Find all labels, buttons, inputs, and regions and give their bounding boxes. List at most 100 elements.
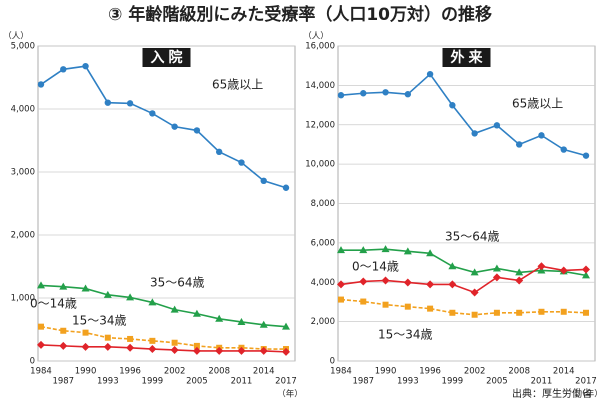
series-line xyxy=(40,284,287,328)
x-tick-label: 1996 xyxy=(119,367,141,377)
point xyxy=(237,317,246,325)
x-tick-label: 2005 xyxy=(186,377,208,387)
point xyxy=(515,268,524,276)
series-label: 15～34歳 xyxy=(378,328,433,342)
series-label: 0～14歳 xyxy=(352,260,399,274)
point xyxy=(149,110,156,117)
x-tick-label: 1984 xyxy=(330,367,352,377)
point xyxy=(170,345,179,354)
point xyxy=(403,247,412,255)
point xyxy=(538,308,545,315)
point xyxy=(282,322,290,330)
series-line xyxy=(340,298,587,316)
point xyxy=(493,309,500,316)
series-line xyxy=(40,325,286,350)
point xyxy=(37,340,45,349)
point xyxy=(237,346,246,355)
series-label: 35～64歳 xyxy=(150,276,205,290)
point xyxy=(149,337,156,344)
x-tick-label: 1987 xyxy=(352,377,374,387)
x-tick-label: 2014 xyxy=(253,367,275,377)
point xyxy=(492,273,501,282)
point xyxy=(492,264,501,272)
point xyxy=(126,343,135,352)
series-line xyxy=(340,72,587,157)
x-tick-label: 1993 xyxy=(97,377,119,387)
series-label: 15～34歳 xyxy=(72,314,127,328)
point xyxy=(538,132,545,139)
point xyxy=(471,311,478,318)
x-tick-label: 2017 xyxy=(275,377,297,387)
panel-title: 外来 xyxy=(451,49,487,66)
point xyxy=(126,100,134,107)
point xyxy=(426,249,435,257)
x-tick-label: 2008 xyxy=(208,367,230,377)
y-tick-label: 5,000 xyxy=(11,42,35,52)
series-line xyxy=(40,344,287,353)
point xyxy=(81,284,90,292)
point xyxy=(470,268,479,276)
x-tick-label: 1999 xyxy=(142,377,164,387)
y-tick-label: 0 xyxy=(30,357,35,367)
point xyxy=(404,303,411,310)
source: 出典：厚生労働省 xyxy=(512,387,592,400)
x-tick-label: 2017 xyxy=(575,377,597,387)
point xyxy=(192,346,201,355)
point xyxy=(426,280,435,289)
series-label: 65歳以上 xyxy=(212,78,263,92)
point xyxy=(427,305,434,312)
x-tick-label: 1999 xyxy=(442,377,464,387)
point xyxy=(381,276,390,285)
x-tick-label: 1990 xyxy=(375,367,397,377)
point xyxy=(360,298,367,305)
point xyxy=(103,342,112,351)
point xyxy=(582,271,590,279)
x-tick-label: 1993 xyxy=(397,377,419,387)
point xyxy=(282,347,290,356)
point xyxy=(171,339,178,346)
point xyxy=(37,281,45,289)
y-tick-label: 2,000 xyxy=(11,231,35,241)
x-tick-label: 2002 xyxy=(164,367,186,377)
point xyxy=(337,92,345,99)
panel-title-box xyxy=(442,48,491,67)
point xyxy=(537,262,546,271)
panel-title-box xyxy=(142,48,191,67)
point xyxy=(471,130,478,137)
panel-title: 入院 xyxy=(151,49,187,66)
x-tick-label: 1996 xyxy=(419,367,441,377)
point xyxy=(515,276,524,285)
point xyxy=(104,334,111,341)
point xyxy=(583,309,589,316)
point xyxy=(38,323,44,330)
point xyxy=(449,102,456,109)
series-line xyxy=(40,65,287,189)
point xyxy=(104,99,112,106)
x-tick-label: 1987 xyxy=(52,377,74,387)
point xyxy=(360,90,367,97)
point xyxy=(403,278,412,287)
point xyxy=(359,277,368,286)
point xyxy=(148,298,157,306)
point xyxy=(81,342,90,351)
point xyxy=(470,288,479,297)
point xyxy=(515,141,523,148)
point xyxy=(560,146,567,153)
y-tick-label: 14,000 xyxy=(305,81,335,91)
point xyxy=(381,245,390,253)
y-tick-label: 12,000 xyxy=(305,120,335,130)
x-tick-label: 2005 xyxy=(486,377,508,387)
point xyxy=(170,305,179,313)
x-tick-label: 1984 xyxy=(30,367,52,377)
point xyxy=(215,314,224,322)
point xyxy=(148,345,157,354)
point xyxy=(59,341,68,350)
y-axis-unit: （人） xyxy=(3,31,29,42)
x-axis-unit: （年） xyxy=(277,389,303,400)
point xyxy=(260,177,267,185)
x-axis-unit: （年） xyxy=(577,389,600,400)
point xyxy=(127,335,134,342)
point xyxy=(448,262,457,270)
point xyxy=(359,246,368,254)
point xyxy=(338,296,344,303)
